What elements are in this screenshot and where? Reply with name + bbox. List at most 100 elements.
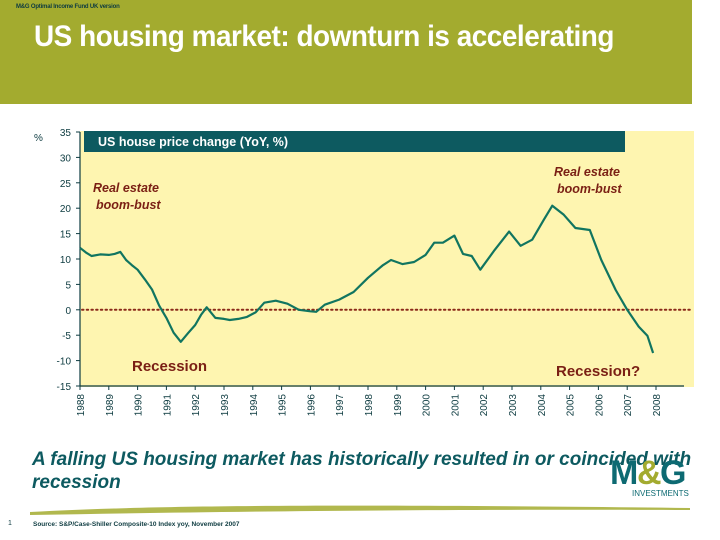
y-tick-label: 0	[65, 306, 71, 317]
annotation-recession-question: Recession?	[556, 363, 640, 380]
source-note: Source: S&P/Case-Shiller Composite-10 In…	[33, 521, 240, 528]
x-tick-label: 2001	[450, 394, 461, 417]
data-point	[264, 302, 265, 303]
x-tick-label: 1989	[105, 394, 116, 417]
y-tick-label: -15	[57, 382, 72, 393]
data-point	[434, 242, 435, 243]
x-tick-label: 2002	[479, 394, 490, 417]
y-tick-label: -10	[57, 357, 72, 368]
data-point	[390, 259, 391, 260]
data-point	[494, 249, 495, 250]
data-point	[615, 289, 616, 290]
annotation-recession: Recession	[132, 358, 207, 375]
data-point	[413, 261, 414, 262]
data-point	[324, 304, 325, 305]
data-point	[275, 300, 276, 301]
y-tick-label: 15	[60, 230, 72, 241]
logo-g: G	[660, 454, 686, 492]
chart-title-bar	[84, 131, 625, 152]
plot-area	[80, 131, 694, 387]
x-tick-label: 1993	[220, 394, 231, 417]
data-point	[100, 254, 101, 255]
data-point	[316, 311, 317, 312]
footer-swoosh	[30, 505, 690, 515]
data-point	[298, 309, 299, 310]
data-point	[563, 214, 564, 215]
data-point	[79, 247, 80, 248]
data-point	[125, 259, 126, 260]
annotation-boom-bust-left-line1: Real estate	[93, 181, 159, 195]
data-point	[480, 269, 481, 270]
data-point	[85, 252, 86, 253]
data-point	[520, 245, 521, 246]
data-point	[187, 333, 188, 334]
data-point	[532, 239, 533, 240]
data-point	[131, 264, 132, 265]
data-point	[108, 254, 109, 255]
data-point	[589, 229, 590, 230]
data-point	[454, 235, 455, 236]
x-tick-label: 1988	[76, 394, 87, 417]
x-tick-label: 2007	[623, 394, 634, 417]
data-point	[543, 219, 544, 220]
data-point	[238, 318, 239, 319]
data-point	[382, 265, 383, 266]
data-point	[462, 253, 463, 254]
data-point	[287, 303, 288, 304]
data-point	[627, 309, 628, 310]
data-point	[137, 269, 138, 270]
data-point	[425, 254, 426, 255]
data-point	[255, 312, 256, 313]
x-tick-label: 1995	[278, 394, 289, 417]
x-tick-label: 1999	[393, 394, 404, 417]
chart-title: US house price change (YoY, %)	[98, 135, 288, 149]
data-point	[339, 299, 340, 300]
data-point	[442, 242, 443, 243]
data-point	[601, 259, 602, 260]
header-banner: M&G Optimal Income Fund UK version US ho…	[0, 0, 692, 104]
annotation-boom-bust-right-line1: Real estate	[554, 165, 620, 179]
data-point	[215, 317, 216, 318]
page-title: US housing market: downturn is accelerat…	[34, 20, 614, 53]
data-point	[367, 277, 368, 278]
data-point	[647, 335, 648, 336]
data-point	[195, 324, 196, 325]
data-point	[229, 319, 230, 320]
data-point	[402, 263, 403, 264]
y-tick-label: 35	[60, 128, 72, 139]
data-point	[223, 318, 224, 319]
x-tick-label: 2004	[537, 394, 548, 417]
page-number: 1	[8, 520, 12, 527]
data-point	[159, 305, 160, 306]
data-point	[151, 289, 152, 290]
x-tick-label: 1994	[249, 394, 260, 417]
y-axis-label: %	[34, 133, 43, 144]
data-point	[310, 311, 311, 312]
data-point	[246, 316, 247, 317]
logo-subtitle: INVESTMENTS	[632, 489, 689, 498]
data-point	[200, 314, 201, 315]
y-tick-label: 5	[65, 280, 71, 291]
data-point	[180, 341, 181, 342]
data-point	[144, 279, 145, 280]
data-point	[471, 255, 472, 256]
y-tick-label: 10	[60, 255, 72, 266]
y-tick-label: 20	[60, 204, 72, 215]
fund-label: M&G Optimal Income Fund UK version	[16, 4, 120, 10]
data-point	[653, 352, 654, 353]
data-point	[91, 255, 92, 256]
key-message: A falling US housing market has historic…	[32, 449, 692, 493]
logo-ampersand: &	[637, 454, 662, 492]
x-tick-label: 1992	[191, 394, 202, 417]
logo-mark: M	[610, 454, 637, 492]
data-point	[575, 227, 576, 228]
x-tick-label: 2008	[652, 394, 663, 417]
data-point	[552, 205, 553, 206]
data-point	[166, 317, 167, 318]
x-tick-label: 1996	[306, 394, 317, 417]
data-point	[638, 326, 639, 327]
annotation-boom-bust-right-line2: boom-bust	[557, 182, 622, 196]
x-tick-label: 2006	[594, 394, 605, 417]
x-tick-label: 2005	[566, 394, 577, 417]
